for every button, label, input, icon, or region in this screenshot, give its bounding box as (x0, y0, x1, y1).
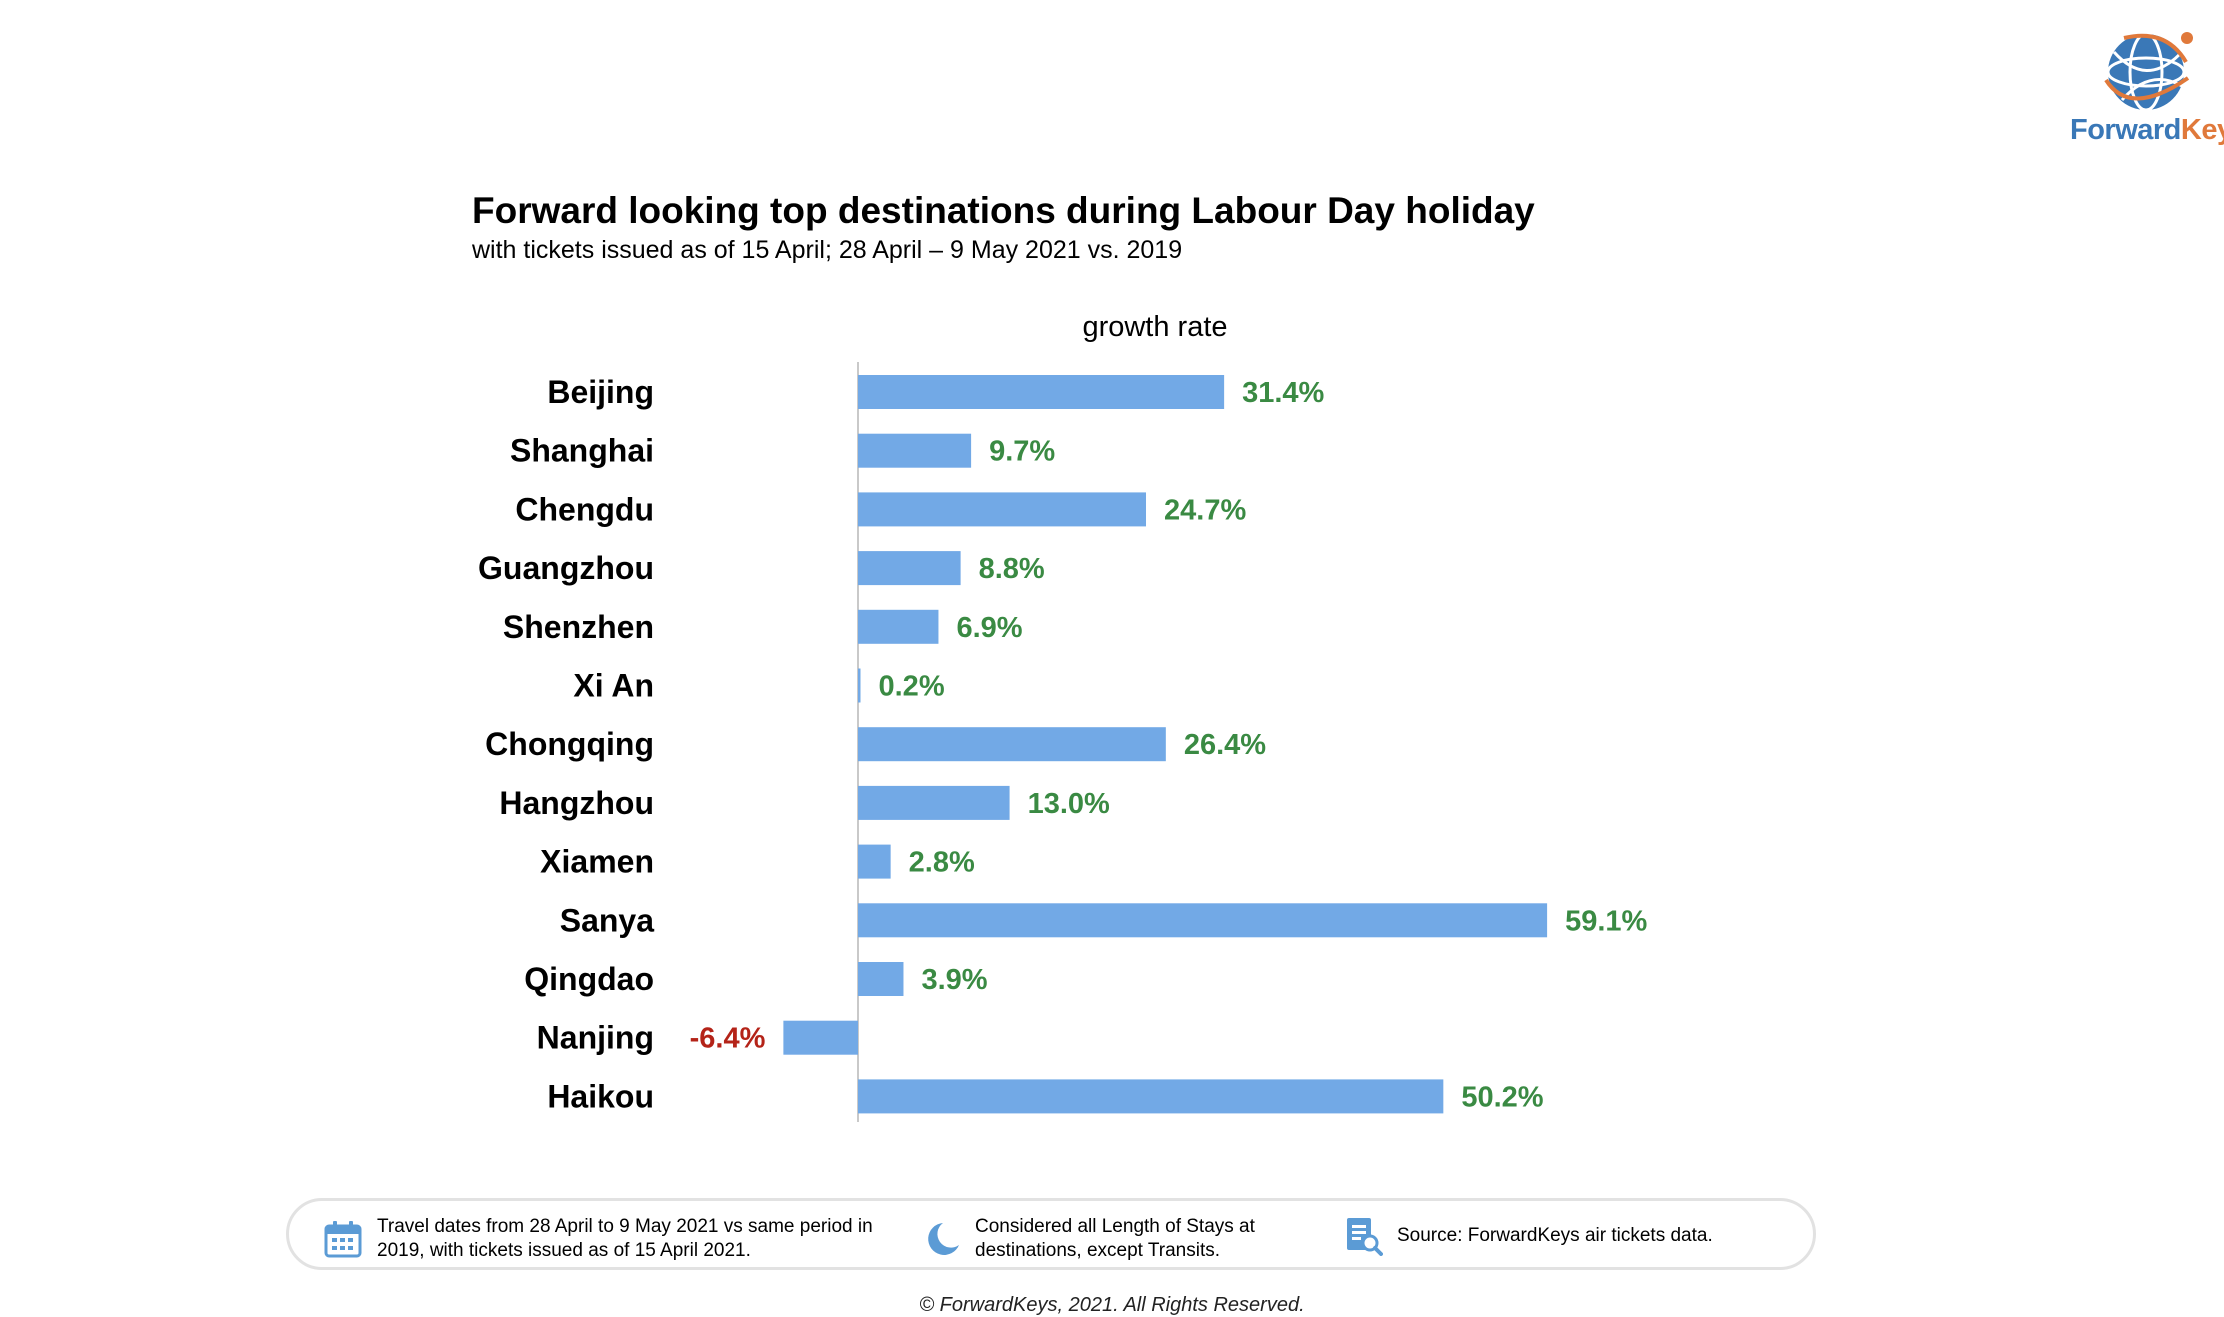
logo-word-forward: Forward (2070, 114, 2181, 146)
category-label: Sanya (560, 902, 654, 938)
bar (858, 375, 1225, 409)
bar-chart: growth rate Beijing 31.4% Shanghai 9.7% Chen… (478, 311, 1648, 1122)
footer-note-text: Travel dates from 28 April to 9 May 2021… (377, 1216, 873, 1261)
value-label: 24.7% (1164, 494, 1246, 526)
bar (783, 1020, 858, 1055)
footer-note-text: Source: ForwardKeys air tickets data. (1397, 1225, 1713, 1246)
value-label: -6.4% (690, 1023, 766, 1055)
value-label: 2.8% (909, 847, 975, 879)
value-label: 59.1% (1565, 905, 1647, 937)
bar (858, 551, 961, 586)
footer-note-text: Considered all Length of Stays at destin… (975, 1216, 1255, 1261)
category-label: Xiamen (540, 844, 654, 880)
moon-star-icon (928, 1223, 959, 1255)
document-search-icon (1347, 1218, 1383, 1256)
category-label: Haikou (547, 1078, 654, 1114)
category-label: Chengdu (515, 491, 654, 527)
category-label: Shenzhen (503, 609, 654, 645)
category-label: Hangzhou (499, 785, 654, 821)
bar (858, 844, 891, 879)
logo-wordmark: ForwardKeys (2070, 114, 2224, 147)
logo-word-keys: Keys (2180, 114, 2224, 146)
value-label: 26.4% (1184, 729, 1266, 761)
calendar-icon (324, 1221, 362, 1258)
category-label: Chongqing (485, 726, 654, 762)
bar (858, 433, 972, 468)
chart-title: Forward looking top destinations during … (472, 190, 1535, 231)
category-label: Xi An (573, 668, 654, 704)
bar (858, 903, 1548, 938)
footer-note-length-of-stay: Considered all Length of Stays at destin… (921, 1215, 1301, 1263)
value-label: 50.2% (1461, 1081, 1543, 1113)
bars-group: Beijing 31.4% Shanghai 9.7% Chengdu 24.7% Guan… (478, 374, 1648, 1114)
forwardkeys-logo: ForwardKeys (2070, 28, 2224, 158)
value-label: 31.4% (1242, 377, 1324, 409)
bar (858, 785, 1010, 820)
footer-note-travel-dates: Travel dates from 28 April to 9 May 2021… (323, 1215, 893, 1263)
bar (858, 492, 1147, 527)
bar (858, 962, 904, 996)
category-label: Nanjing (537, 1020, 654, 1056)
copyright-text: © ForwardKeys, 2021. All Rights Reserved… (919, 1294, 1305, 1316)
category-label: Shanghai (510, 433, 654, 469)
globe-icon (2104, 32, 2193, 112)
value-label: 13.0% (1028, 788, 1110, 820)
chart-subtitle: with tickets issued as of 15 April; 28 A… (472, 236, 1183, 264)
bar (858, 1079, 1444, 1114)
value-label: 9.7% (989, 436, 1055, 468)
footer-note-source: Source: ForwardKeys air tickets data. (1343, 1216, 1783, 1256)
category-label: Guangzhou (478, 550, 654, 586)
bar (858, 727, 1166, 762)
series-label: growth rate (1082, 311, 1227, 343)
value-label: 8.8% (979, 553, 1045, 585)
value-label: 6.9% (956, 612, 1022, 644)
category-label: Beijing (547, 374, 654, 410)
category-label: Qingdao (524, 961, 654, 997)
bar (858, 668, 861, 703)
value-label: 3.9% (921, 964, 987, 996)
footer-notes-box: Travel dates from 28 April to 9 May 2021… (286, 1198, 1816, 1270)
value-label: 0.2% (879, 671, 945, 703)
bar (858, 609, 939, 644)
